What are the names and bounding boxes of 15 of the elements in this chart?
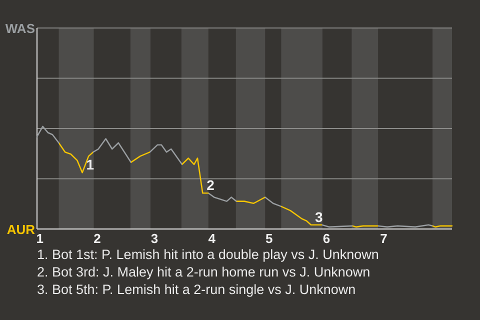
annotation: 3 bbox=[314, 208, 323, 225]
text: AUR bbox=[6, 222, 36, 237]
x-tick-label: 4 bbox=[208, 231, 216, 246]
text: 3. Bot 5th: P. Lemish hit a 2-run single vs J. Unknown bbox=[37, 282, 356, 297]
x-tick-label: 1 bbox=[36, 231, 44, 246]
x-tick-label: 5 bbox=[266, 231, 273, 246]
text: WAS bbox=[5, 21, 36, 36]
text: 1. Bot 1st: P. Lemish hit into a double play vs J. Unknown bbox=[37, 247, 379, 262]
x-tick-label: 7 bbox=[380, 231, 388, 246]
annotation: 2 bbox=[206, 177, 215, 194]
x-tick-label: 3 bbox=[150, 231, 158, 246]
x-tick-label: 2 bbox=[94, 231, 101, 246]
x-tick-label: 6 bbox=[322, 231, 330, 246]
text: 2. Bot 3rd: J. Maley hit a 2-run home run vs J. Unknown bbox=[37, 264, 370, 280]
annotation: 1 bbox=[86, 156, 94, 173]
